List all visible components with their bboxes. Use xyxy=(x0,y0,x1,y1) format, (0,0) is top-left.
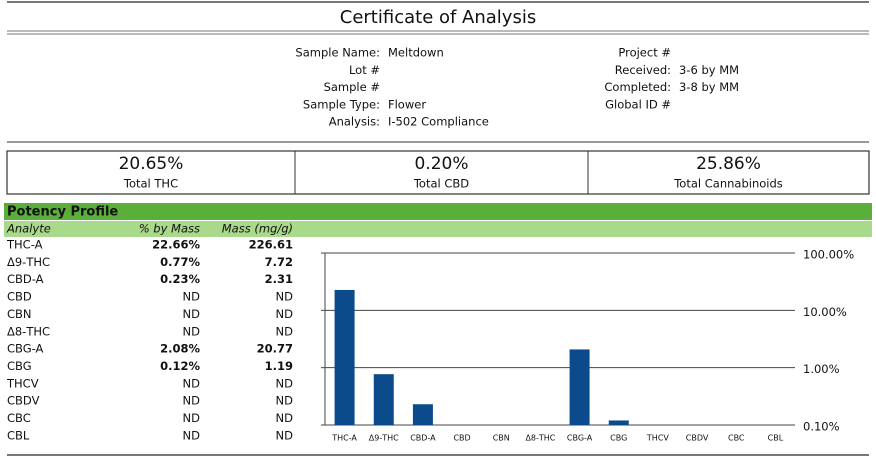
table-cell: CBD-A xyxy=(7,272,44,286)
bar xyxy=(373,374,394,425)
table-cell: ND xyxy=(276,307,294,321)
table-cell: Δ9-THC xyxy=(7,255,50,269)
table-cell: ND xyxy=(276,324,294,338)
column-header-bar xyxy=(4,221,872,237)
x-tick-label: CBC xyxy=(728,434,745,443)
field-label: Project # xyxy=(618,46,671,60)
x-tick-label: CBDV xyxy=(686,434,709,443)
bar xyxy=(569,349,590,425)
table-cell: ND xyxy=(183,307,201,321)
table-cell: ND xyxy=(183,376,201,390)
table-cell: 2.08% xyxy=(160,342,200,356)
table-cell: 20.77 xyxy=(257,342,293,356)
bar xyxy=(412,404,433,425)
table-cell: ND xyxy=(183,428,201,442)
field-label: Sample Type: xyxy=(303,97,380,111)
table-cell: ND xyxy=(276,411,294,425)
table-cell: ND xyxy=(276,376,294,390)
table-cell: Δ8-THC xyxy=(7,324,50,338)
x-tick-label: CBN xyxy=(493,434,510,443)
bar xyxy=(608,420,629,425)
column-header: Analyte xyxy=(6,222,51,236)
x-tick-label: CBL xyxy=(768,434,784,443)
field-label: Received: xyxy=(615,63,671,77)
summary-value: 20.65% xyxy=(119,154,184,174)
table-cell: THC-A xyxy=(6,238,43,252)
y-tick-label: 10.00% xyxy=(803,305,847,319)
field-label: Completed: xyxy=(604,80,671,94)
table-cell: ND xyxy=(183,324,201,338)
table-cell: ND xyxy=(276,428,294,442)
doc-title: Certificate of Analysis xyxy=(340,7,536,28)
field-label: Global ID # xyxy=(605,97,671,111)
x-tick-label: Δ9-THC xyxy=(369,434,399,443)
table-cell: 2.31 xyxy=(265,272,293,286)
table-cell: CBDV xyxy=(7,394,40,408)
table-cell: 0.12% xyxy=(160,359,200,373)
x-tick-label: CBD-A xyxy=(410,434,436,443)
table-cell: 0.77% xyxy=(160,255,200,269)
summary-label: Total THC xyxy=(123,177,178,191)
y-tick-label: 1.00% xyxy=(803,362,840,376)
y-tick-label: 100.00% xyxy=(803,248,854,262)
field-label: Lot # xyxy=(349,63,380,77)
summary-value: 25.86% xyxy=(696,154,761,174)
table-cell: 22.66% xyxy=(152,238,200,252)
x-tick-label: CBG xyxy=(610,434,627,443)
x-tick-label: CBD xyxy=(453,434,470,443)
x-tick-label: Δ8-THC xyxy=(525,434,555,443)
summary-box xyxy=(6,150,870,195)
field-label: Analysis: xyxy=(329,115,380,129)
section-header-bar xyxy=(4,203,872,220)
table-cell: CBC xyxy=(7,411,31,425)
table-cell: 7.72 xyxy=(265,255,293,269)
bar xyxy=(334,289,355,425)
field-value: I-502 Compliance xyxy=(388,115,489,129)
summary-label: Total CBD xyxy=(413,177,469,191)
column-header: % by Mass xyxy=(139,222,200,236)
table-cell: ND xyxy=(276,290,294,304)
field-value: Flower xyxy=(388,97,426,111)
field-value: 3-8 by MM xyxy=(679,80,739,94)
field-value: Meltdown xyxy=(388,46,444,60)
section-title: Potency Profile xyxy=(7,205,118,220)
field-label: Sample Name: xyxy=(295,46,380,60)
table-cell: 226.61 xyxy=(249,238,293,252)
summary-value: 0.20% xyxy=(414,154,468,174)
x-tick-label: THC-A xyxy=(331,434,357,443)
table-cell: ND xyxy=(183,411,201,425)
summary-label: Total Cannabinoids xyxy=(673,177,783,191)
y-tick-label: 0.10% xyxy=(803,420,840,434)
table-cell: 0.23% xyxy=(160,272,200,286)
x-tick-label: THCV xyxy=(646,434,669,443)
table-cell: CBD xyxy=(7,290,32,304)
table-cell: THCV xyxy=(6,376,39,390)
field-label: Sample # xyxy=(324,80,380,94)
table-cell: ND xyxy=(183,290,201,304)
table-cell: CBL xyxy=(7,428,30,442)
table-cell: CBG xyxy=(7,359,32,373)
field-value: 3-6 by MM xyxy=(679,63,739,77)
table-cell: CBN xyxy=(7,307,32,321)
column-header: Mass (mg/g) xyxy=(222,222,293,236)
table-cell: CBG-A xyxy=(7,342,44,356)
table-cell: ND xyxy=(183,394,201,408)
table-cell: 1.19 xyxy=(265,359,293,373)
table-cell: ND xyxy=(276,394,294,408)
x-tick-label: CBG-A xyxy=(567,434,593,443)
